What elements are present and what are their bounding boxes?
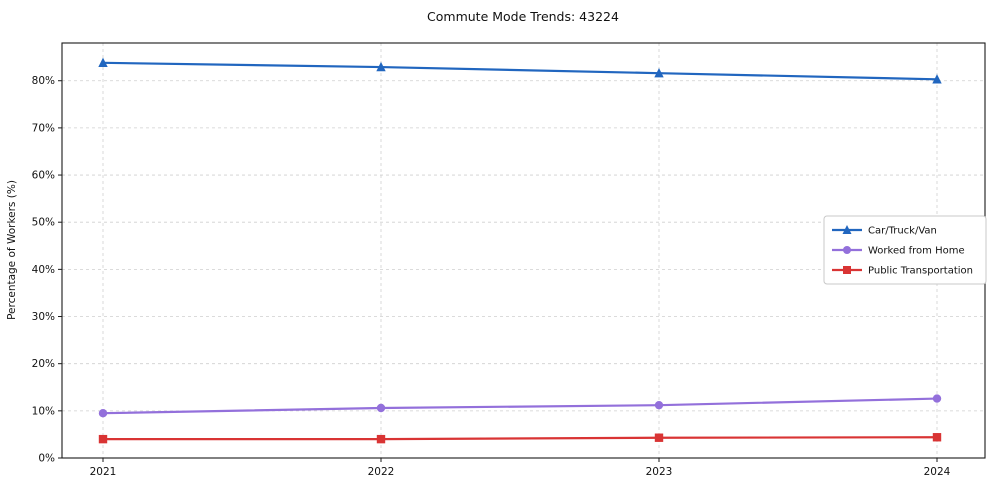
legend-box — [823, 215, 987, 285]
y-tick-label: 30% — [32, 311, 55, 323]
y-tick-label: 70% — [32, 122, 55, 134]
legend-item-worked-from-home: Worked from Home — [832, 245, 965, 256]
x-tick-label: 2021 — [90, 466, 117, 478]
series-worked-from-home — [98, 394, 942, 418]
y-tick-label: 80% — [32, 75, 55, 87]
y-axis-label: Percentage of Workers (%) — [6, 180, 18, 320]
x-tick-label: 2023 — [646, 466, 673, 478]
y-tick-label: 40% — [32, 264, 55, 276]
legend-item-car-truck-van: Car/Truck/Van — [832, 225, 937, 236]
y-tick-label: 50% — [32, 217, 55, 229]
y-tick-label: 0% — [38, 452, 55, 464]
y-tick-label: 60% — [32, 170, 55, 182]
legend-item-public-transportation: Public Transportation — [832, 265, 973, 276]
x-tick-label: 2024 — [924, 466, 951, 478]
series-public-transportation — [98, 433, 942, 444]
legend-label: Car/Truck/Van — [868, 225, 937, 236]
series-car-truck-van — [98, 57, 942, 84]
y-tick-label: 10% — [32, 405, 55, 417]
x-tick-label: 2022 — [368, 466, 395, 478]
plot-area: 0% 10% 20% 30% 40% 50% 60% 70% 80% 2021 2022 2023 20… — [32, 42, 987, 478]
axis-ticks: 0% 10% 20% 30% 40% 50% 60% 70% 80% 2021 2022 2023 20… — [32, 75, 951, 478]
chart-title: Commute Mode Trends: 43224 — [427, 9, 619, 24]
legend: Car/Truck/Van Worked from Home Public Tran… — [823, 215, 987, 285]
legend-label: Public Transportation — [868, 265, 973, 276]
y-tick-label: 20% — [32, 358, 55, 370]
legend-label: Worked from Home — [868, 245, 965, 256]
